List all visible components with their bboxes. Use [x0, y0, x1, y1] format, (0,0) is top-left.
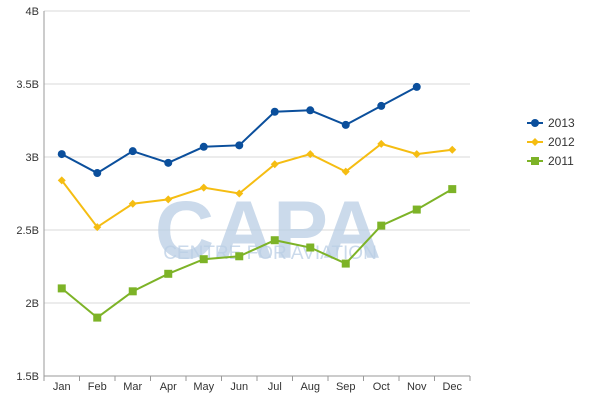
x-tick-label: Aug: [300, 381, 320, 393]
data-point: [341, 120, 350, 129]
data-point: [412, 82, 421, 91]
data-point: [57, 150, 66, 159]
series-line: [61, 86, 418, 175]
legend-label: 2012: [548, 135, 575, 149]
data-point: [199, 142, 208, 151]
data-point: [164, 158, 173, 167]
data-point: [306, 243, 315, 252]
legend-marker: [531, 157, 539, 165]
x-tick-label: Jan: [53, 381, 71, 393]
series-line: [60, 142, 453, 229]
legend-marker: [531, 138, 539, 146]
data-point: [235, 252, 244, 261]
x-tick-label: Mar: [123, 381, 142, 393]
data-point: [128, 199, 137, 208]
data-point: [128, 287, 137, 296]
legend-item-2013: 2013: [527, 116, 575, 130]
x-tick-label: Feb: [88, 381, 107, 393]
data-point: [93, 169, 102, 178]
data-point: [164, 195, 173, 204]
series-2013: [57, 82, 421, 178]
x-tick-label: Dec: [442, 381, 462, 393]
legend-label: 2011: [548, 154, 574, 168]
data-point: [270, 160, 279, 169]
data-point: [93, 223, 102, 232]
data-point: [270, 236, 279, 245]
legend-item-2012: 2012: [527, 135, 575, 149]
data-point: [270, 107, 279, 116]
legend-item-2011: 2011: [527, 154, 574, 168]
x-tick-label: Sep: [336, 381, 356, 393]
x-tick-label: Oct: [373, 381, 390, 393]
series-2012: [57, 139, 457, 232]
x-tick-label: Nov: [407, 381, 427, 393]
x-tick-label: Apr: [160, 381, 177, 393]
y-tick-label: 3.5B: [16, 79, 39, 91]
y-tick-label: 2.5B: [16, 225, 39, 237]
data-point: [57, 176, 66, 185]
data-point: [341, 167, 350, 176]
data-point: [57, 284, 66, 293]
data-point: [377, 221, 386, 230]
data-point: [93, 313, 102, 322]
legend-label: 2013: [548, 116, 575, 130]
x-tick-label: Jul: [268, 381, 282, 393]
y-tick-label: 3B: [26, 152, 39, 164]
data-point: [377, 101, 386, 110]
series-2011: [57, 185, 457, 322]
data-point: [412, 205, 421, 214]
data-point: [448, 185, 457, 194]
data-point: [306, 150, 315, 159]
y-tick-label: 2B: [26, 298, 39, 310]
data-point: [128, 147, 137, 156]
x-tick-label: May: [193, 381, 214, 393]
data-point: [199, 183, 208, 192]
legend-marker: [531, 119, 539, 127]
data-point: [235, 141, 244, 150]
data-point: [199, 255, 208, 264]
series-layer: [57, 82, 457, 322]
data-point: [448, 145, 457, 154]
series-line: [61, 188, 453, 319]
data-point: [341, 259, 350, 268]
data-point: [306, 106, 315, 115]
axes-layer: 1.5B 2B 2.5B 3B 3.5B 4B Jan Feb Mar Apr May Jun Jul A…: [16, 6, 471, 393]
x-tick-label: Jun: [230, 381, 248, 393]
data-point: [412, 150, 421, 159]
data-point: [235, 189, 244, 198]
data-point: [164, 269, 173, 278]
y-tick-label: 1.5B: [16, 371, 39, 383]
legend: 2013 2012 2011: [527, 116, 575, 168]
data-point: [377, 139, 386, 148]
y-tick-label: 4B: [26, 6, 39, 18]
